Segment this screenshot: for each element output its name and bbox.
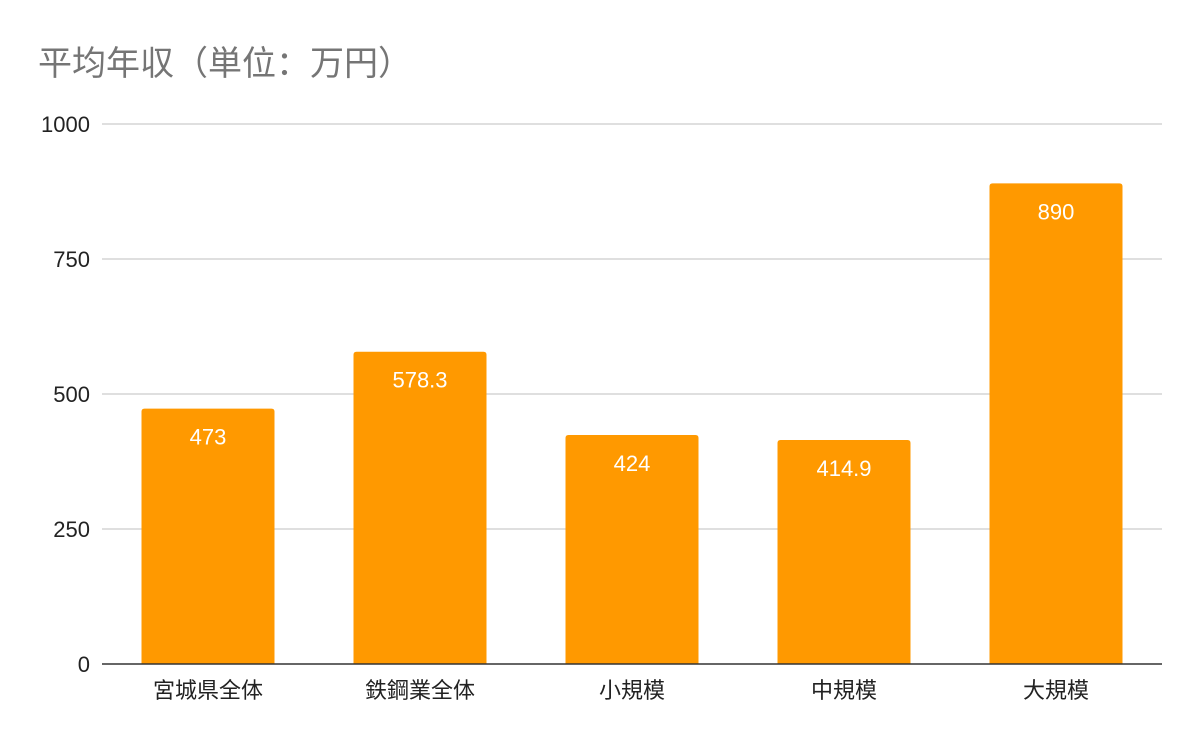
data-labels: 473 578.3 424 414.9 890 xyxy=(190,199,1075,481)
bar xyxy=(777,439,911,664)
y-tick-label: 0 xyxy=(78,652,90,677)
data-label: 578.3 xyxy=(392,368,447,393)
y-tick-label: 1000 xyxy=(41,112,90,137)
data-label: 414.9 xyxy=(816,456,871,481)
y-tick-label: 750 xyxy=(53,247,90,272)
x-tick-label: 小規模 xyxy=(599,678,665,703)
y-axis-ticks: 0 250 500 750 1000 xyxy=(41,112,90,677)
bar xyxy=(989,183,1123,664)
x-tick-label: 鉄鋼業全体 xyxy=(365,678,475,703)
data-label: 890 xyxy=(1038,199,1075,224)
data-label: 473 xyxy=(190,425,227,450)
bar xyxy=(141,408,275,664)
y-tick-label: 500 xyxy=(53,382,90,407)
gridlines xyxy=(102,123,1162,530)
x-tick-label: 中規模 xyxy=(811,678,877,703)
x-tick-label: 宮城県全体 xyxy=(153,678,263,703)
y-tick-label: 250 xyxy=(53,517,90,542)
x-axis-ticks: 宮城県全体 鉄鋼業全体 小規模 中規模 大規模 xyxy=(153,678,1089,703)
bars xyxy=(141,183,1123,664)
chart-title: 平均年収（単位：万円） xyxy=(38,44,412,84)
data-label: 424 xyxy=(614,451,651,476)
bar xyxy=(353,351,487,664)
x-tick-label: 大規模 xyxy=(1023,678,1089,703)
bar xyxy=(565,435,699,664)
